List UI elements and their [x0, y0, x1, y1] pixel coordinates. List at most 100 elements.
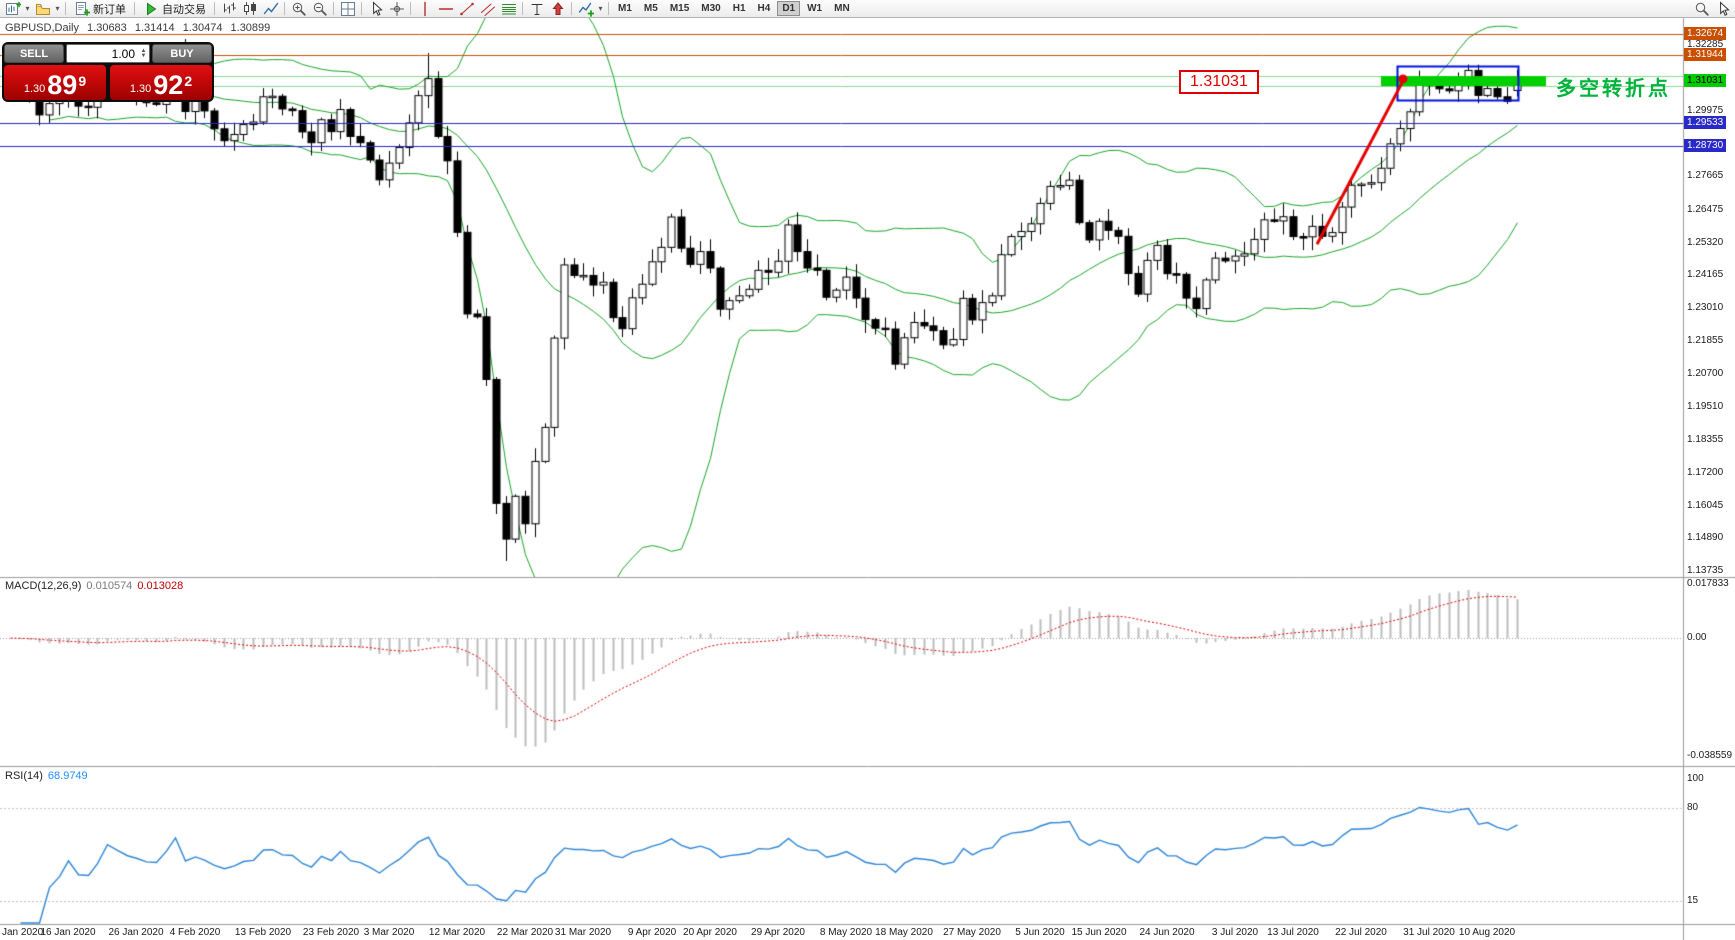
- macd-axis-tick: -0.038559: [1687, 750, 1733, 762]
- trendline-icon[interactable]: [456, 0, 477, 17]
- sell-price-small: 1.30: [23, 83, 46, 95]
- profiles-icon[interactable]: [32, 0, 53, 17]
- rsi-axis-tick: 100: [1687, 773, 1704, 785]
- volume-spinner[interactable]: ▲ ▼: [140, 47, 147, 59]
- symbol-name: GBPUSD,Daily: [5, 22, 79, 34]
- autotrade-icon: [143, 1, 159, 17]
- timeframe-m30[interactable]: M30: [701, 3, 721, 14]
- sell-price-button[interactable]: 1.30 89 9: [4, 65, 106, 100]
- price-marker: 1.31944: [1684, 47, 1727, 61]
- price-callout-label: 1.31031: [1179, 70, 1259, 94]
- macd-signal-value: 0.013028: [137, 580, 184, 592]
- rsi-name: RSI(14): [5, 770, 43, 782]
- price-marker: 1.29533: [1684, 116, 1727, 130]
- price-tick: 1.13735: [1687, 565, 1724, 576]
- price-tick: 1.24165: [1687, 269, 1724, 281]
- price-tick: 1.29975: [1687, 104, 1724, 116]
- candle-chart-icon[interactable]: [239, 0, 260, 17]
- sell-price-pip: 9: [78, 73, 87, 89]
- dropdown-caret-icon[interactable]: ▾: [598, 4, 603, 13]
- timeframe-m15[interactable]: M15: [669, 3, 690, 14]
- buy-price-pip: 2: [184, 73, 193, 89]
- toolbar-separator: [333, 2, 334, 15]
- price-tick: 1.20700: [1687, 367, 1724, 379]
- channel-icon[interactable]: [477, 0, 498, 17]
- vertical-line-icon[interactable]: [414, 0, 435, 17]
- timeframe-h1[interactable]: H1: [732, 3, 746, 14]
- buy-button[interactable]: BUY: [152, 44, 212, 63]
- rsi-axis-tick: 80: [1687, 801, 1699, 813]
- toolbar-separator: [361, 2, 362, 15]
- timeframe-w1[interactable]: W1: [807, 3, 823, 14]
- price-tick: 1.14890: [1687, 532, 1724, 544]
- autotrade-button-label: 自动交易: [162, 3, 206, 16]
- text-label-icon[interactable]: [526, 0, 547, 17]
- quote-close: 1.30899: [230, 22, 271, 34]
- toolbar-separator: [410, 2, 411, 15]
- buy-price-button[interactable]: 1.30 92 2: [110, 65, 212, 100]
- new-order-button-label: 新订单: [93, 3, 126, 16]
- price-tick: 1.17200: [1687, 466, 1724, 478]
- timeframe-d1[interactable]: D1: [777, 1, 801, 16]
- price-tick: 1.32285: [1687, 39, 1724, 51]
- timeframe-m5[interactable]: M5: [643, 3, 658, 14]
- toolbar-separator: [214, 2, 215, 15]
- buy-price-big: 92: [153, 70, 184, 100]
- quote-open: 1.30683: [87, 22, 127, 34]
- toolbar: ▾ ▾ 新订单 自动交易 ▾ M1 M5 M15 M30 H1 H4 D1 W1 MN: [0, 0, 1735, 18]
- bar-chart-icon[interactable]: [218, 0, 239, 17]
- macd-name: MACD(12,26,9): [5, 580, 82, 592]
- fibonacci-icon[interactable]: [498, 0, 519, 17]
- macd-indicator-label: MACD(12,26,9) 0.010574 0.013028: [5, 580, 183, 592]
- zoom-in-icon[interactable]: [288, 0, 309, 17]
- new-chart-icon[interactable]: [2, 0, 23, 17]
- timeframe-mn[interactable]: MN: [834, 3, 850, 14]
- timeframe-m1[interactable]: M1: [618, 3, 632, 14]
- quote-low: 1.30474: [182, 22, 223, 34]
- dropdown-caret-icon[interactable]: ▾: [25, 4, 30, 13]
- price-tick: 1.19510: [1687, 401, 1724, 413]
- indicators-icon[interactable]: [575, 0, 596, 17]
- volume-input[interactable]: 1.00 ▲ ▼: [66, 44, 150, 63]
- rsi-value: 68.9749: [47, 770, 88, 782]
- price-tick: 1.21855: [1687, 334, 1724, 346]
- pointer-icon[interactable]: [1712, 0, 1733, 17]
- price-marker: 1.28730: [1684, 138, 1727, 152]
- annotation-note: 多空转折点: [1556, 78, 1671, 100]
- autotrade-button[interactable]: 自动交易: [138, 1, 211, 17]
- toolbar-separator: [134, 2, 135, 15]
- price-tick: 1.27665: [1687, 170, 1724, 182]
- price-marker: 1.31031: [1684, 73, 1727, 87]
- macd-axis-tick: 0.00: [1687, 632, 1707, 644]
- price-axis[interactable]: 1.32285 1.29975 1.27665 1.26475 1.25320 1.241…: [1684, 0, 1735, 940]
- toolbar-separator: [522, 2, 523, 15]
- symbol-quote-line: GBPUSD,Daily 1.30683 1.31414 1.30474 1.3…: [5, 22, 275, 34]
- buy-price-small: 1.30: [129, 83, 152, 95]
- macd-main-value: 0.010574: [86, 580, 133, 592]
- zoom-out-icon[interactable]: [309, 0, 330, 17]
- sell-price-big: 89: [47, 70, 78, 100]
- arrow-marker-icon[interactable]: [547, 0, 568, 17]
- rsi-indicator-label: RSI(14) 68.9749: [5, 770, 88, 782]
- line-chart-icon[interactable]: [260, 0, 281, 17]
- dropdown-caret-icon[interactable]: ▾: [55, 4, 60, 13]
- one-click-trading-panel: SELL 1.00 ▲ ▼ BUY 1.30 89 9 1.30 92 2: [2, 42, 214, 102]
- sell-button[interactable]: SELL: [4, 44, 64, 63]
- horizontal-line-icon[interactable]: [435, 0, 456, 17]
- tile-windows-icon[interactable]: [337, 0, 358, 17]
- crosshair-icon[interactable]: [386, 0, 407, 17]
- quote-high: 1.31414: [134, 22, 175, 34]
- toolbar-separator: [65, 2, 66, 15]
- price-tick: 1.25320: [1687, 236, 1724, 248]
- new-order-button[interactable]: 新订单: [69, 1, 131, 17]
- toolbar-separator: [284, 2, 285, 15]
- toolbar-separator: [571, 2, 572, 15]
- volume-value[interactable]: 1.00: [111, 46, 135, 61]
- cursor-icon[interactable]: [365, 0, 386, 17]
- toolbar-separator: [608, 2, 609, 15]
- price-marker: 1.32674: [1684, 27, 1727, 40]
- price-tick: 1.26475: [1687, 203, 1724, 215]
- search-icon[interactable]: [1691, 0, 1712, 17]
- timeframe-h4[interactable]: H4: [757, 3, 771, 14]
